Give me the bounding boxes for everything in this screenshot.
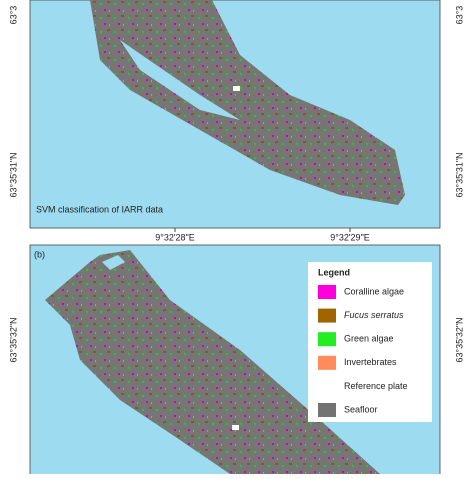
- lat-label: 63°35'32"N: [454, 317, 464, 362]
- legend: Legend Coralline algae Fucus serratus Gree…: [308, 262, 432, 422]
- survey-strip: [45, 250, 380, 474]
- caption: SVM classification of IARR data: [36, 204, 163, 214]
- reference-plate: [232, 425, 239, 430]
- lat-label: 63°35'31"N: [454, 152, 464, 197]
- legend-swatch: [318, 285, 336, 299]
- lon-label: 9°32'28"E: [155, 232, 195, 242]
- panel-label: (b): [34, 249, 45, 259]
- legend-label: Green algae: [344, 334, 394, 344]
- lat-label: 63°35'32"N: [8, 317, 18, 362]
- legend-label: Reference plate: [344, 381, 408, 391]
- legend-swatch: [318, 355, 336, 370]
- lat-label: 63°3: [454, 6, 464, 25]
- legend-swatch: [318, 379, 336, 394]
- legend-swatch: [318, 332, 336, 347]
- lat-label: 63°35'31"N: [8, 152, 18, 197]
- legend-title: Legend: [318, 267, 350, 277]
- lat-label: 63°3: [8, 6, 18, 25]
- legend-label: Invertebrates: [344, 357, 397, 367]
- legend-swatch: [318, 403, 336, 417]
- legend-label: Fucus serratus: [344, 310, 404, 320]
- water-gap: [102, 255, 125, 270]
- legend-label: Coralline algae: [344, 286, 404, 296]
- reference-plate: [233, 86, 240, 91]
- legend-label: Seafloor: [344, 404, 378, 414]
- legend-swatch: [318, 308, 336, 323]
- survey-strip: [90, 0, 405, 205]
- lon-label: 9°32'29"E: [330, 232, 370, 242]
